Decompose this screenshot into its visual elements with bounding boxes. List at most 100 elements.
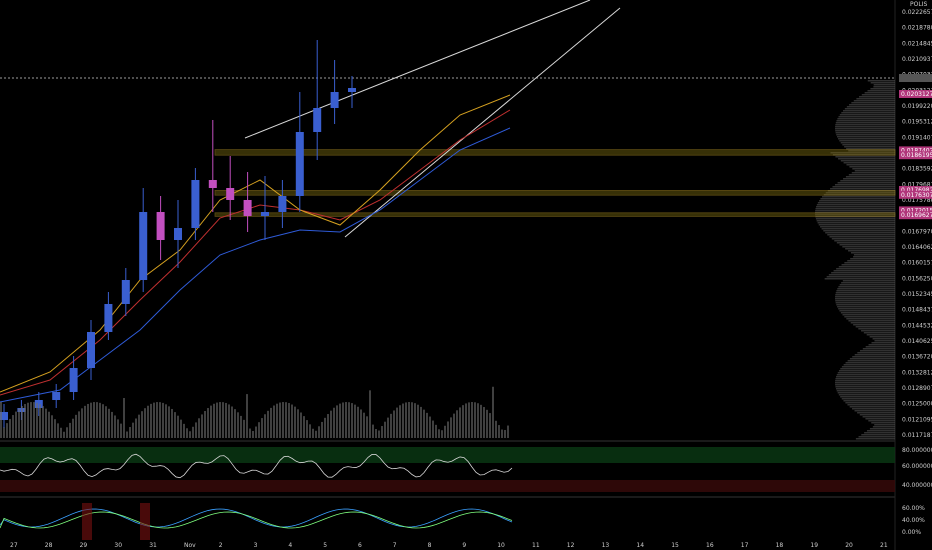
volume-bar bbox=[120, 423, 122, 438]
volume-bar bbox=[387, 417, 389, 438]
volume-profile-bar bbox=[849, 406, 895, 408]
volume-bar bbox=[27, 402, 29, 438]
volume-profile-bar bbox=[842, 280, 895, 282]
volume-bar bbox=[471, 402, 473, 438]
volume-profile-bar bbox=[825, 192, 895, 194]
volume-bar bbox=[333, 407, 335, 438]
date-axis-label: 8 bbox=[428, 542, 432, 549]
candle-body bbox=[261, 212, 269, 216]
volume-profile-bar bbox=[837, 306, 895, 308]
volume-profile-bar bbox=[838, 158, 895, 160]
volume-profile-bar bbox=[850, 258, 895, 260]
volume-bar bbox=[147, 405, 149, 438]
volume-bar bbox=[462, 405, 464, 438]
volume-profile-bar bbox=[838, 286, 895, 288]
volume-profile-bar bbox=[829, 236, 895, 238]
volume-profile-bar bbox=[852, 356, 895, 358]
volume-bar bbox=[417, 404, 419, 438]
volume-profile-bar bbox=[839, 140, 895, 142]
price-tag-label: 0.01874025 bbox=[901, 147, 932, 154]
volume-profile-bar bbox=[835, 156, 895, 158]
volume-bar bbox=[267, 410, 269, 438]
volume-profile-bar bbox=[866, 334, 895, 336]
volume-bar bbox=[429, 416, 431, 438]
volume-bars bbox=[0, 386, 509, 438]
volume-bar bbox=[69, 422, 71, 438]
volume-bar bbox=[402, 403, 404, 438]
volume-profile-bar bbox=[840, 396, 895, 398]
volume-profile-bar bbox=[852, 408, 895, 410]
volume-bar bbox=[375, 429, 377, 438]
stoch-signal-band bbox=[140, 503, 150, 540]
rsi-axis-label: 80.00000000 bbox=[902, 447, 932, 454]
price-axis-label: 0.01562500 bbox=[902, 275, 932, 282]
volume-profile-bar bbox=[861, 434, 895, 436]
volume-bar bbox=[321, 421, 323, 438]
volume-profile-bar bbox=[867, 90, 895, 92]
volume-bar bbox=[270, 407, 272, 438]
volume-profile-bar bbox=[859, 414, 895, 416]
volume-profile-bar bbox=[835, 124, 895, 126]
volume-profile-bar bbox=[848, 150, 895, 152]
candle-body bbox=[104, 304, 113, 332]
volume-profile-bar bbox=[844, 262, 895, 264]
volume-profile-bar bbox=[853, 324, 895, 326]
volume-bar bbox=[495, 420, 497, 438]
volume-profile-bar bbox=[837, 118, 895, 120]
ma-fast-line bbox=[0, 94, 511, 393]
support-zone bbox=[214, 189, 896, 196]
volume-bar bbox=[339, 403, 341, 438]
candle-body bbox=[156, 212, 165, 240]
date-axis-label: 15 bbox=[671, 542, 679, 549]
volume-bar bbox=[438, 429, 440, 438]
volume-profile-bar bbox=[842, 110, 895, 112]
volume-profile-bar bbox=[836, 120, 895, 122]
price-axis-label: 0.01445325 bbox=[902, 322, 932, 329]
volume-bar bbox=[354, 404, 356, 438]
volume-profile-bar bbox=[846, 164, 895, 166]
volume-profile-bar bbox=[816, 220, 895, 222]
volume-profile-bar bbox=[838, 370, 895, 372]
volume-profile-bar bbox=[839, 284, 895, 286]
volume-bar bbox=[300, 412, 302, 438]
volume-bar bbox=[132, 422, 134, 438]
volume-bar bbox=[324, 417, 326, 438]
volume-profile-bar bbox=[837, 182, 895, 184]
volume-bar bbox=[312, 428, 314, 438]
volume-bar bbox=[3, 427, 5, 438]
price-axis-label: 0.01367200 bbox=[902, 354, 932, 361]
volume-profile-bar bbox=[835, 294, 895, 296]
volume-profile-bar bbox=[872, 426, 895, 428]
candle-body bbox=[34, 400, 43, 408]
volume-bar bbox=[123, 398, 125, 438]
volume-profile-bar bbox=[836, 374, 895, 376]
date-axis-label: 7 bbox=[393, 542, 397, 549]
volume-profile-bar bbox=[821, 228, 895, 230]
volume-profile-bar bbox=[823, 194, 895, 196]
volume-bar bbox=[282, 402, 284, 438]
date-axis-label: 4 bbox=[288, 542, 292, 549]
volume-profile bbox=[815, 80, 895, 440]
volume-profile-bar bbox=[816, 204, 895, 206]
volume-bar bbox=[195, 422, 197, 438]
volume-bar bbox=[468, 402, 470, 438]
volume-bar bbox=[12, 415, 14, 438]
volume-profile-bar bbox=[850, 252, 895, 254]
volume-bar bbox=[186, 428, 188, 438]
price-tag-label: 0.01763075 bbox=[901, 192, 932, 199]
volume-bar bbox=[351, 403, 353, 438]
volume-bar bbox=[288, 403, 290, 438]
volume-profile-bar bbox=[843, 364, 895, 366]
volume-bar bbox=[306, 420, 308, 438]
volume-profile-bar bbox=[819, 200, 895, 202]
price-tag-label: 0.01769825 bbox=[901, 187, 932, 194]
volume-profile-bar bbox=[831, 238, 895, 240]
volume-profile-bar bbox=[841, 112, 895, 114]
volume-profile-bar bbox=[815, 216, 895, 218]
volume-profile-bar bbox=[836, 304, 895, 306]
volume-bar bbox=[246, 394, 248, 438]
volume-bar bbox=[423, 409, 425, 438]
volume-profile-bar bbox=[853, 256, 895, 258]
volume-profile-bar bbox=[818, 224, 895, 226]
